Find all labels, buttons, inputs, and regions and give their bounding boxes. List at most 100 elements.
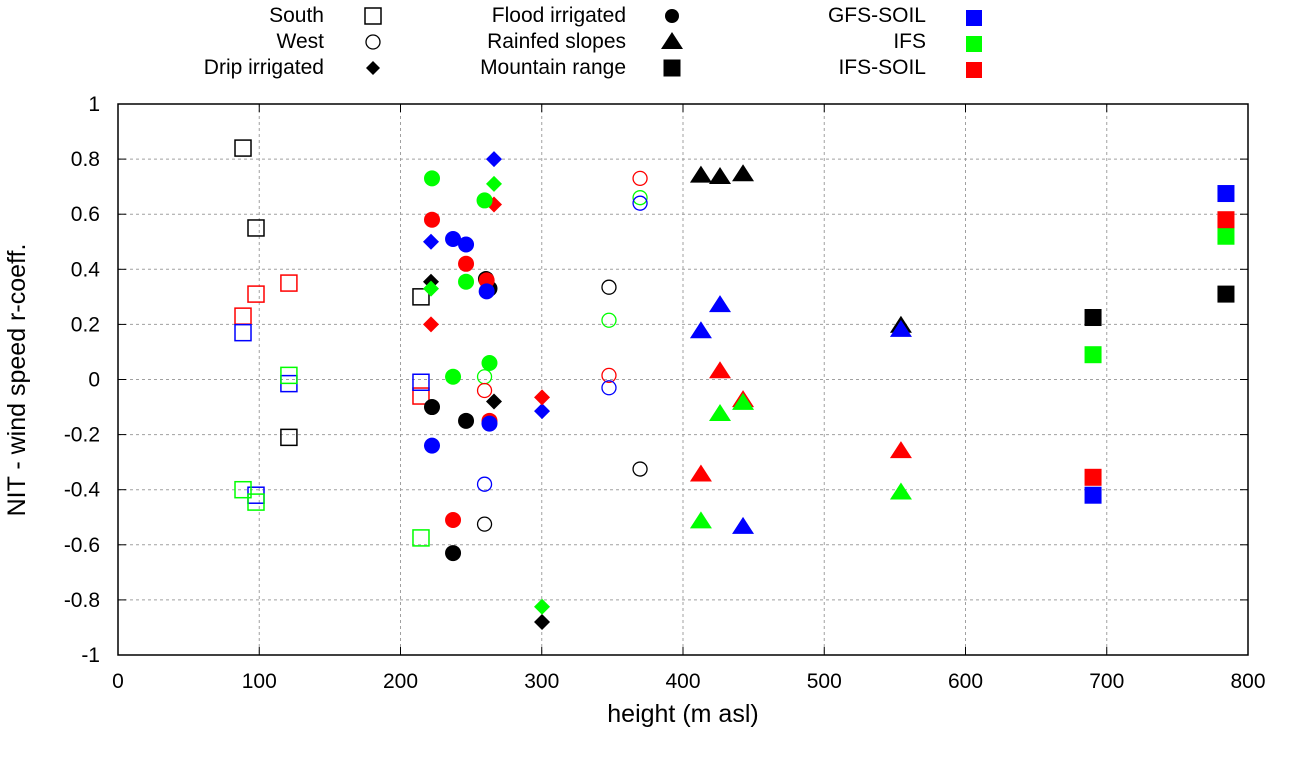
series-mountain-range-gfs bbox=[1084, 285, 1235, 327]
y-tick-label: -0.8 bbox=[64, 589, 100, 612]
data-point bbox=[1084, 309, 1102, 327]
data-point bbox=[709, 361, 732, 379]
series-south-ifs-soil bbox=[234, 274, 430, 405]
series-drip-irrigated-ifs bbox=[423, 175, 551, 615]
data-point bbox=[889, 319, 912, 337]
data-point bbox=[476, 382, 493, 399]
data-point bbox=[234, 139, 252, 157]
data-point bbox=[689, 321, 712, 339]
data-point bbox=[889, 441, 912, 459]
series-south-gfs-soil bbox=[234, 323, 430, 504]
series-mountain-range-ifs-soil bbox=[1084, 211, 1235, 486]
series-flood-irrigated-gfs-soil bbox=[423, 230, 498, 454]
legend-marker bbox=[366, 61, 380, 75]
series-rainfed-slopes-gfs-soil bbox=[689, 295, 912, 534]
data-point bbox=[423, 280, 440, 297]
data-point bbox=[534, 403, 551, 420]
data-point bbox=[234, 480, 252, 499]
legend-label: Rainfed slopes bbox=[487, 30, 626, 53]
legend-color-swatch bbox=[966, 10, 982, 26]
data-point bbox=[476, 476, 493, 492]
data-point bbox=[486, 151, 503, 168]
x-tick-label: 600 bbox=[948, 670, 983, 693]
x-tick-label: 800 bbox=[1230, 670, 1265, 693]
data-point bbox=[486, 393, 503, 410]
data-point bbox=[486, 175, 503, 192]
x-tick-label: 0 bbox=[112, 670, 124, 693]
legend-label: IFS bbox=[893, 30, 926, 53]
y-tick-label: 0 bbox=[88, 369, 100, 392]
series-west-ifs bbox=[476, 190, 648, 385]
series-drip-irrigated-ifs-soil bbox=[423, 196, 551, 406]
y-tick-label: 0.2 bbox=[71, 313, 100, 336]
data-point bbox=[478, 283, 495, 300]
data-point bbox=[1084, 346, 1102, 364]
legend-label: Mountain range bbox=[480, 56, 626, 79]
data-point bbox=[247, 285, 265, 303]
data-point bbox=[632, 170, 648, 187]
legend-marker bbox=[365, 34, 381, 50]
data-point bbox=[601, 312, 617, 328]
x-tick-label: 700 bbox=[1089, 670, 1124, 693]
legend-marker bbox=[661, 32, 683, 49]
data-point bbox=[423, 170, 440, 187]
legend-label: Drip irrigated bbox=[204, 56, 324, 79]
data-point bbox=[458, 412, 475, 429]
data-point bbox=[476, 192, 493, 209]
data-point bbox=[412, 529, 430, 547]
series-rainfed-slopes-ifs-soil bbox=[689, 361, 912, 482]
data-point bbox=[280, 274, 298, 292]
legend-marker bbox=[665, 9, 679, 23]
data-point bbox=[889, 482, 912, 500]
legend-color-swatch bbox=[966, 62, 982, 78]
data-point bbox=[601, 380, 617, 396]
y-tick-label: -0.4 bbox=[64, 479, 101, 502]
data-point bbox=[280, 366, 298, 385]
series-mountain-range-gfs-soil bbox=[1084, 185, 1235, 504]
axes-layer: 0 100 200 300 400 500 600 700 800 -1 -0.8 -0.6 -0.4 -… bbox=[64, 93, 1266, 693]
data-point bbox=[478, 272, 495, 289]
y-tick-label: 0.4 bbox=[71, 258, 101, 281]
x-tick-label: 500 bbox=[807, 670, 842, 693]
data-point bbox=[632, 190, 648, 206]
y-tick-label: 0.8 bbox=[71, 148, 100, 171]
series-south-gfs bbox=[234, 139, 430, 447]
y-tick-label: 1 bbox=[88, 93, 100, 116]
y-axis-title: NIT - wind speed r-coeff. bbox=[3, 244, 31, 517]
data-point bbox=[458, 255, 475, 272]
y-tick-label: -0.2 bbox=[64, 424, 100, 447]
data-point bbox=[732, 516, 755, 534]
data-point bbox=[689, 464, 712, 482]
legend-label: GFS-SOIL bbox=[828, 4, 926, 27]
x-tick-label: 200 bbox=[383, 670, 418, 693]
y-tick-label: -1 bbox=[81, 644, 100, 667]
data-point bbox=[445, 230, 462, 247]
legend-marker bbox=[364, 7, 382, 25]
data-point bbox=[732, 164, 755, 182]
data-point bbox=[689, 165, 712, 183]
data-point bbox=[423, 233, 440, 250]
data-point bbox=[234, 323, 252, 342]
data-point bbox=[423, 399, 440, 416]
data-point bbox=[1217, 185, 1235, 203]
legend-label: Flood irrigated bbox=[492, 4, 626, 27]
data-point bbox=[476, 369, 493, 385]
data-point bbox=[732, 392, 755, 410]
series-rainfed-slopes-ifs bbox=[689, 392, 912, 529]
data-point bbox=[247, 493, 265, 511]
data-point bbox=[1217, 227, 1235, 245]
data-point bbox=[423, 316, 440, 333]
legend: South West Drip irrigated Flood irrigated Ra… bbox=[204, 4, 982, 79]
data-point bbox=[481, 354, 498, 371]
data-point bbox=[534, 598, 551, 615]
data-point bbox=[412, 373, 430, 392]
data-point bbox=[1217, 285, 1235, 303]
data-point bbox=[534, 389, 551, 406]
data-point bbox=[445, 512, 462, 529]
series-west-ifs-soil bbox=[476, 170, 648, 399]
grid-layer bbox=[118, 104, 1248, 655]
series-west-gfs-soil bbox=[476, 195, 648, 492]
x-tick-label: 300 bbox=[524, 670, 559, 693]
data-point bbox=[445, 368, 462, 385]
